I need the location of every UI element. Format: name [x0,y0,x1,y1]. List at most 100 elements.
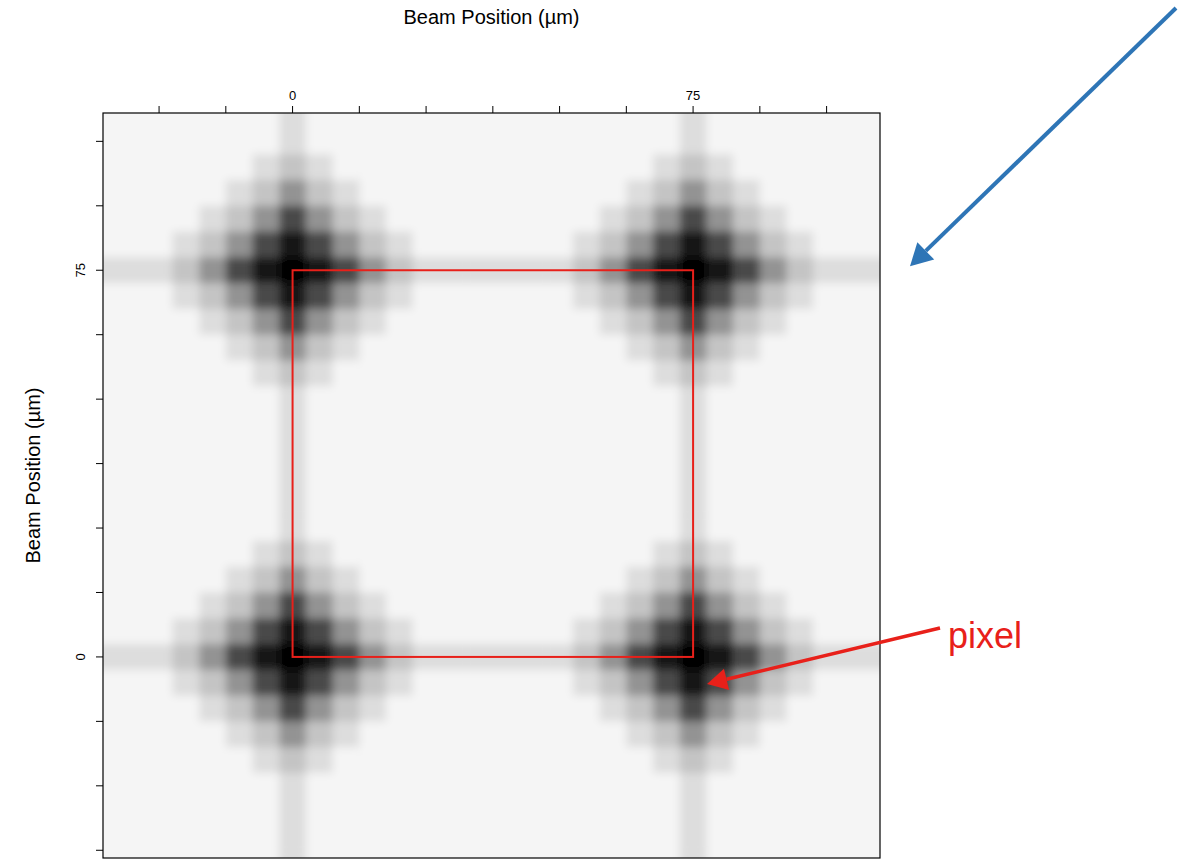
heat-cell [520,180,547,206]
heat-cell [279,824,306,850]
heat-cell [279,154,306,180]
heat-cell [573,412,600,438]
pointer-arrow-shaft [926,8,1176,251]
heat-cell [466,412,493,438]
heat-cell [867,113,880,129]
x-tick [292,106,293,113]
heat-cell [520,670,547,696]
heat-cell [813,232,840,258]
heat-cell [573,232,600,258]
heat-cell [573,386,600,412]
heat-cell [386,206,413,232]
heat-cell [520,128,547,154]
heat-cell [867,232,880,258]
heat-cell [146,567,173,593]
heat-cell [813,696,840,722]
heat-cell [813,154,840,180]
heat-cell [466,670,493,696]
heat-cell [546,567,573,593]
heat-cell [626,515,653,541]
heat-cell [386,438,413,464]
heat-cell [119,154,146,180]
heat-cell [653,824,680,850]
heat-cell [867,850,880,858]
heat-cell [146,412,173,438]
heat-cell [253,464,280,490]
heat-cell [760,464,787,490]
heat-cell [653,850,680,858]
heat-cell [600,232,627,258]
heat-cell [840,113,867,129]
heat-cell [172,128,199,154]
heat-cell [413,489,440,515]
heat-cell [653,567,680,593]
cells [103,113,880,858]
heat-cell [439,696,466,722]
heat-cell [386,618,413,644]
heat-cell [813,464,840,490]
heat-cell [146,541,173,567]
heat-cell [653,592,680,618]
heat-cell [439,386,466,412]
heat-cell [626,696,653,722]
heat-cell [813,489,840,515]
heat-cell [600,696,627,722]
heat-cell [626,113,653,129]
heat-cell [546,799,573,825]
heat-cell [867,206,880,232]
heat-cell [626,464,653,490]
heat-cell [813,567,840,593]
heat-cell [359,128,386,154]
x-tick-label: 0 [289,88,296,103]
heat-cell [733,721,760,747]
heat-cell [119,567,146,593]
heat-cell [439,412,466,438]
heat-cell [840,232,867,258]
heat-cell [279,721,306,747]
heat-cell [306,283,333,309]
heat-cell [787,567,814,593]
heat-cell [493,489,520,515]
heat-cell [680,180,707,206]
heat-cell [386,386,413,412]
y-minor-tick [96,205,103,206]
heat-cell [760,696,787,722]
heat-cell [573,206,600,232]
heat-cell [103,257,120,283]
heat-cell [680,206,707,232]
heat-cell [333,541,360,567]
heat-cell [520,824,547,850]
heat-cell [103,412,120,438]
heat-cell [439,773,466,799]
heat-cell [199,412,226,438]
heat-cell [146,824,173,850]
heat-cell [466,541,493,567]
heat-cell [626,128,653,154]
heat-cell [439,438,466,464]
heat-cell [439,180,466,206]
heat-cell [199,567,226,593]
heat-cell [103,721,120,747]
y-minor-tick [96,528,103,529]
heat-cell [306,128,333,154]
heat-cell [867,180,880,206]
heat-cell [226,206,253,232]
heat-cell [103,850,120,858]
heat-cell [172,438,199,464]
pointer-arrow [910,8,1176,266]
heat-cell [867,360,880,386]
heat-cell [680,128,707,154]
heat-cell [706,618,733,644]
heat-cell [733,592,760,618]
heat-cell [546,113,573,129]
heat-cell [546,180,573,206]
heat-cell [653,386,680,412]
heat-cell [840,515,867,541]
heat-cell [253,113,280,129]
x-minor-tick [159,106,160,113]
heat-cell [787,489,814,515]
heat-cell [199,824,226,850]
heat-cell [439,232,466,258]
heat-cell [226,592,253,618]
heat-cell [706,206,733,232]
